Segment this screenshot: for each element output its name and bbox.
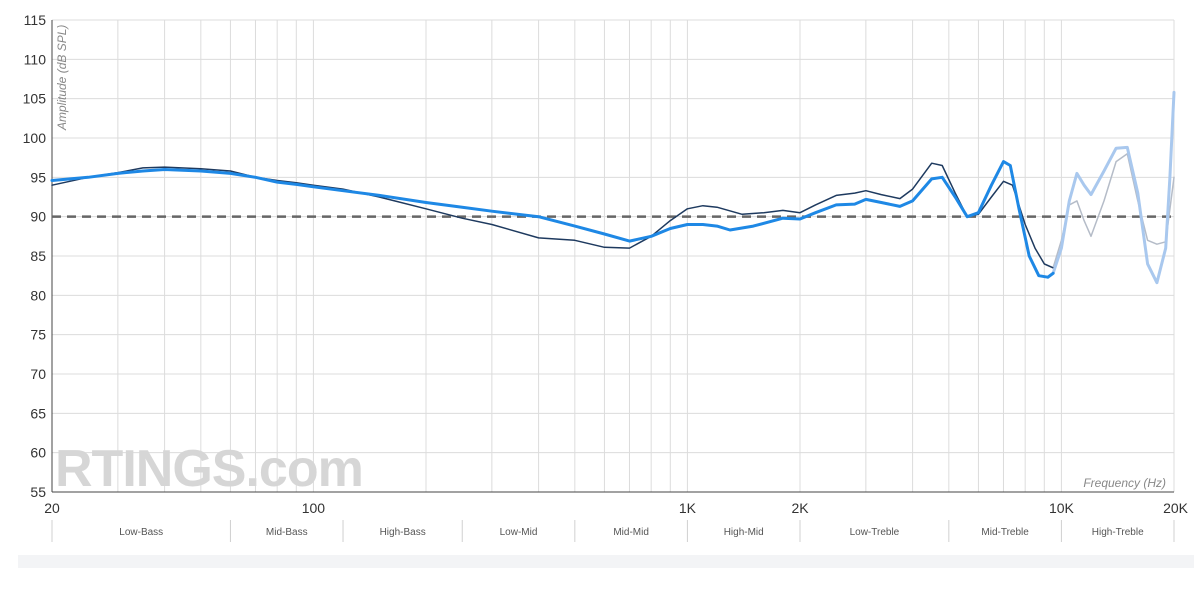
y-tick-label: 65 — [30, 405, 46, 421]
x-tick-label: 10K — [1049, 500, 1075, 516]
y-axis-title: Amplitude (dB SPL) — [55, 25, 69, 131]
frequency-bands: Low-Bass Mid-Bass High-Bass Low-Mid Mid-Mid H… — [51, 520, 1175, 542]
y-tick-label: 60 — [30, 445, 46, 461]
band-label: Mid-Mid — [613, 527, 649, 538]
x-tick-label: 100 — [302, 500, 326, 516]
series-layer — [50, 90, 1176, 285]
series-1-faded-line — [1043, 152, 1175, 269]
x-tick-label: 1K — [679, 500, 697, 516]
y-tick-label: 85 — [30, 248, 46, 264]
x-axis-title: Frequency (Hz) — [1083, 476, 1166, 490]
band-label: Low-Treble — [850, 527, 900, 538]
footer-strip — [18, 555, 1194, 568]
y-tick-label: 95 — [30, 169, 46, 185]
y-tick-label: 75 — [30, 327, 46, 343]
y-tick-label: 115 — [24, 12, 47, 28]
x-tick-label: 20K — [1163, 500, 1189, 516]
series-2-line — [50, 160, 1055, 279]
band-label: Mid-Bass — [266, 527, 308, 538]
y-tick-labels: 55 60 65 70 75 80 85 90 95 100 105 110 115 — [23, 12, 47, 500]
grid-lines — [51, 19, 1175, 493]
y-tick-label: 90 — [30, 209, 46, 225]
band-label: High-Bass — [380, 527, 426, 538]
y-tick-label: 80 — [30, 287, 46, 303]
y-tick-label: 70 — [30, 366, 46, 382]
y-tick-label: 55 — [30, 484, 46, 500]
rtings-watermark: RTINGS.com — [55, 440, 363, 498]
y-tick-label: 105 — [23, 91, 47, 107]
band-label: Mid-Treble — [981, 527, 1029, 538]
x-tick-label: 20 — [44, 500, 60, 516]
band-label: High-Treble — [1092, 527, 1144, 538]
y-tick-label: 100 — [23, 130, 47, 146]
series-2-faded-line — [1046, 90, 1176, 285]
band-label: Low-Bass — [119, 527, 163, 538]
y-tick-label: 110 — [24, 51, 47, 67]
x-tick-labels: 20 100 1K 2K 10K 20K — [44, 500, 1188, 516]
band-label: High-Mid — [724, 527, 764, 538]
band-label: Low-Mid — [500, 527, 538, 538]
x-tick-label: 2K — [791, 500, 809, 516]
